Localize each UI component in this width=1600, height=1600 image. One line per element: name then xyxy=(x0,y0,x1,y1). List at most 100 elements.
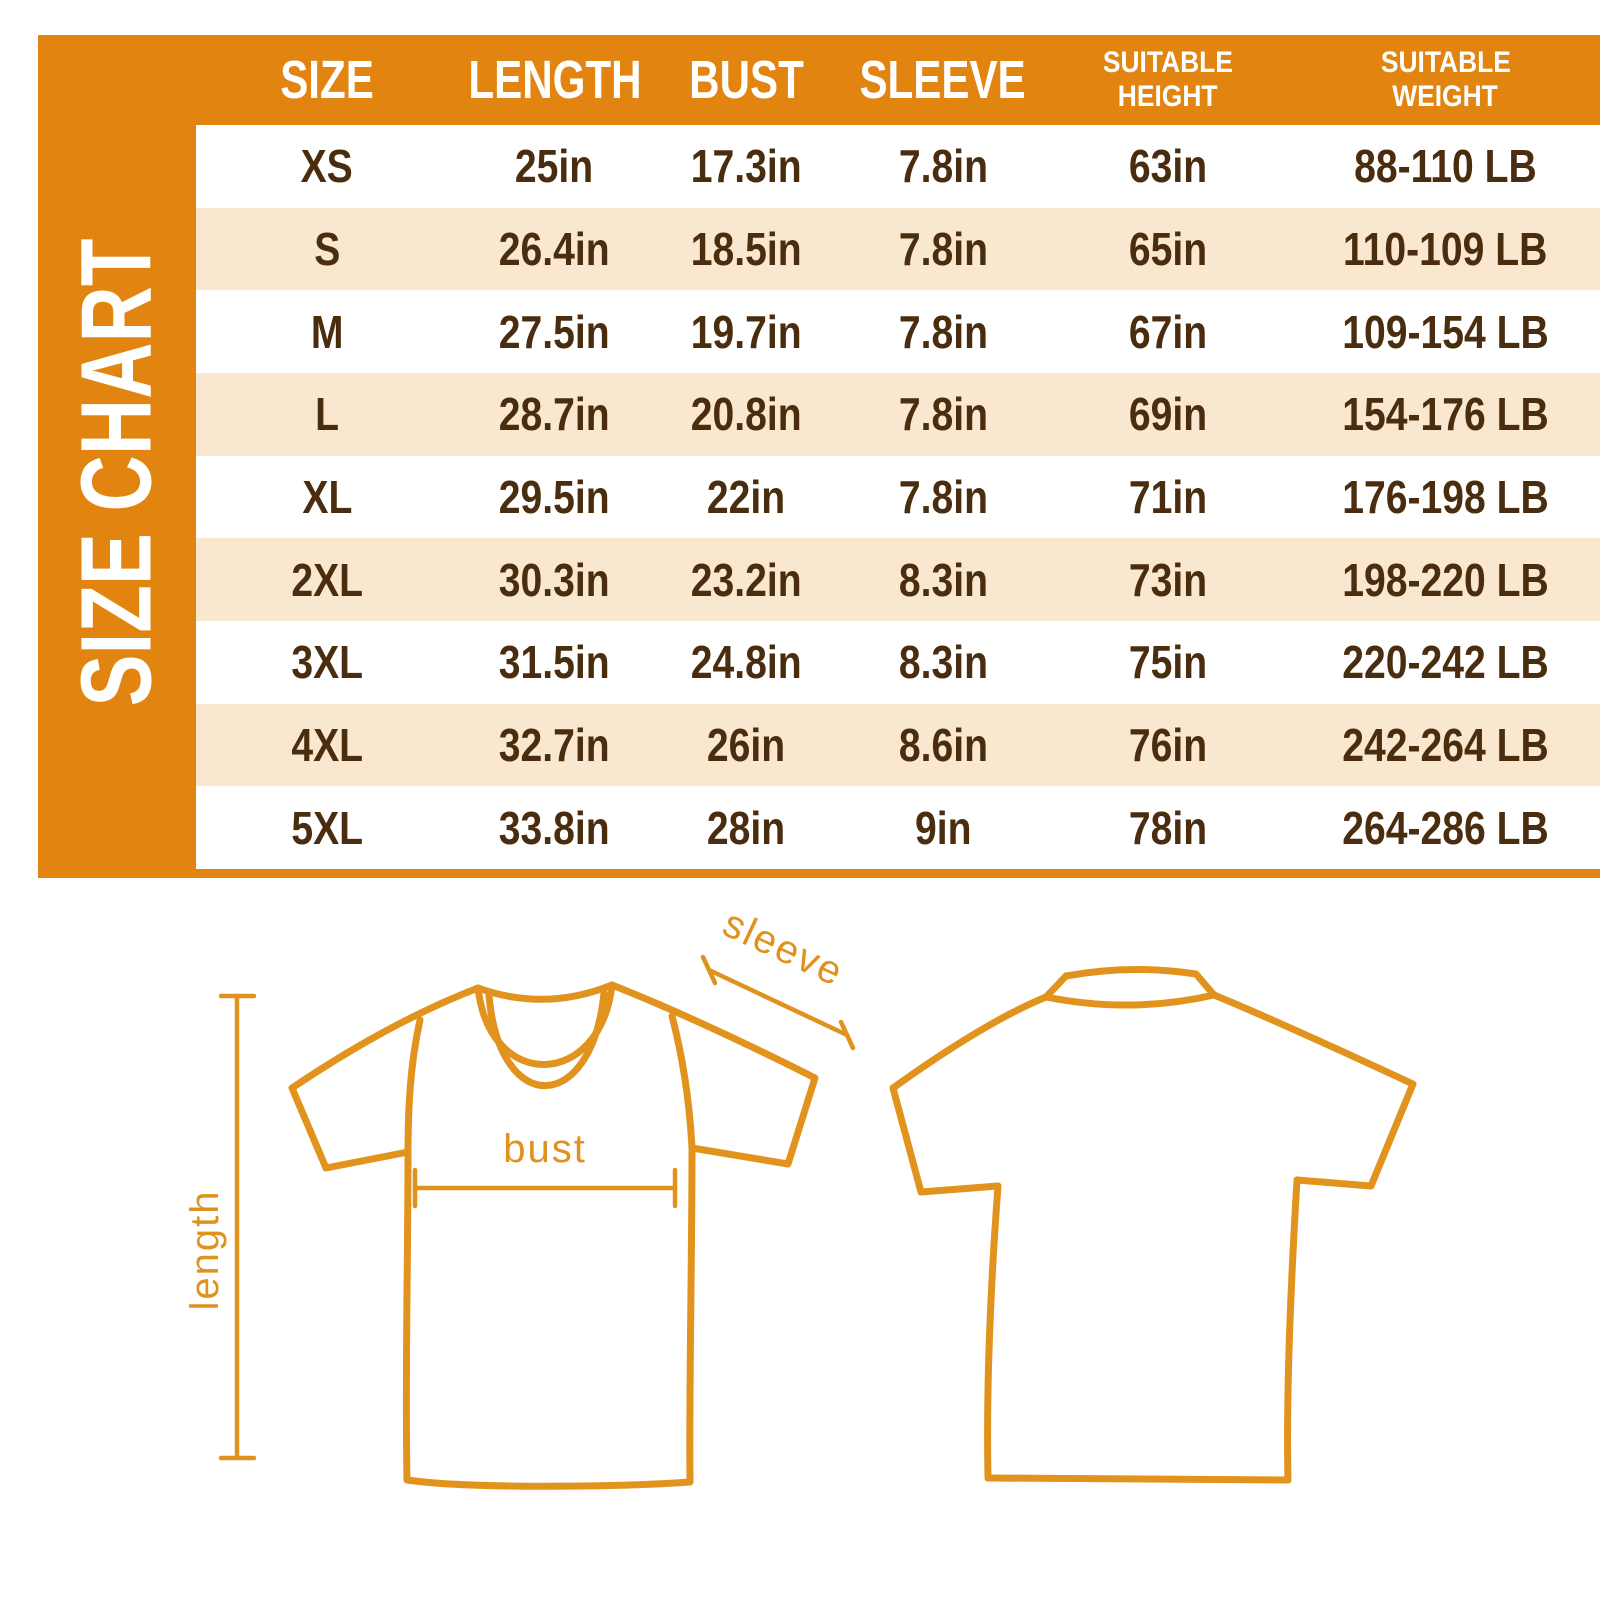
cell-value: 24.8in xyxy=(690,636,802,689)
cell-value: S xyxy=(313,223,341,275)
cell-value: 220-242 LB xyxy=(1342,636,1549,689)
sleeve-measure-line xyxy=(700,954,856,1051)
table-row: 2XL 30.3in 23.2in 8.3in 73in 198-220 LB xyxy=(196,538,1600,622)
cell-length: 25in xyxy=(458,125,651,208)
cell-length: 33.8in xyxy=(458,786,651,869)
cell-length: 31.5in xyxy=(458,621,651,704)
cell-value: 17.3in xyxy=(690,140,802,193)
cell-value: 19.7in xyxy=(690,305,802,358)
cell-bust: 26in xyxy=(651,704,841,787)
cell-height: 63in xyxy=(1045,125,1291,208)
cell-value: 3XL xyxy=(291,636,363,689)
cell-value: 18.5in xyxy=(690,223,802,275)
cell-height: 76in xyxy=(1045,704,1291,787)
cell-value: 27.5in xyxy=(499,305,610,358)
length-label: length xyxy=(183,1190,227,1311)
header-label: BUST xyxy=(688,50,804,110)
header-label: WEIGHT xyxy=(1392,80,1499,113)
table-row: L 28.7in 20.8in 7.8in 69in 154-176 LB xyxy=(196,373,1600,456)
header-label: SUITABLE xyxy=(1102,46,1233,80)
cell-bust: 18.5in xyxy=(651,208,841,291)
cell-sleeve: 8.3in xyxy=(841,621,1045,704)
cell-size: L xyxy=(196,373,458,456)
cell-bust: 22in xyxy=(651,456,841,539)
cell-value: 264-286 LB xyxy=(1342,801,1549,854)
cell-size: XL xyxy=(196,456,458,539)
cell-sleeve: 7.8in xyxy=(841,290,1045,373)
cell-sleeve: 7.8in xyxy=(841,373,1045,456)
cell-size: 5XL xyxy=(196,786,458,869)
cell-value: 176-198 LB xyxy=(1342,471,1549,524)
cell-value: 7.8in xyxy=(898,388,988,441)
measurement-diagram: length bust sleeve xyxy=(183,901,1417,1490)
cell-bust: 20.8in xyxy=(651,373,841,456)
cell-length: 28.7in xyxy=(458,373,651,456)
cell-value: 7.8in xyxy=(898,471,988,524)
cell-weight: 88-110 LB xyxy=(1291,125,1600,208)
length-measure-line xyxy=(218,993,257,1461)
cell-value: 109-154 LB xyxy=(1342,305,1549,358)
size-chart-table: SIZE LENGTH BUST SLEEVE SUITABLE HEIGHT SUITAB… xyxy=(38,35,1600,878)
cell-weight: 109-154 LB xyxy=(1291,290,1600,373)
cell-weight: 198-220 LB xyxy=(1291,538,1600,621)
cell-size: 4XL xyxy=(196,704,458,787)
cell-length: 26.4in xyxy=(458,208,651,291)
cell-value: 69in xyxy=(1128,388,1208,441)
cell-size: 2XL xyxy=(196,538,458,621)
bust-label: bust xyxy=(503,1127,587,1171)
vertical-title: SIZE CHART xyxy=(60,238,173,706)
cell-value: 7.8in xyxy=(898,305,988,358)
cell-sleeve: 7.8in xyxy=(841,456,1045,539)
cell-value: 33.8in xyxy=(499,801,610,854)
rows-area: XS 25in 17.3in 7.8in 63in 88-110 LB S 26.4in 18.… xyxy=(196,125,1600,870)
cell-size: 3XL xyxy=(196,621,458,704)
header-label: SLEEVE xyxy=(859,50,1027,110)
cell-value: 26in xyxy=(706,719,786,772)
cell-value: XS xyxy=(300,140,354,193)
header-cell-length: LENGTH xyxy=(458,35,651,125)
cell-bust: 28in xyxy=(651,786,841,869)
header-cell-size: SIZE xyxy=(196,35,458,125)
cell-value: 26.4in xyxy=(499,223,610,275)
cell-sleeve: 8.6in xyxy=(841,704,1045,787)
cell-value: 7.8in xyxy=(898,140,988,193)
cell-bust: 19.7in xyxy=(651,290,841,373)
table-row: M 27.5in 19.7in 7.8in 67in 109-154 LB xyxy=(196,290,1600,374)
table-row: 4XL 32.7in 26in 8.6in 76in 242-264 LB xyxy=(196,703,1600,787)
cell-weight: 176-198 LB xyxy=(1291,456,1600,539)
cell-sleeve: 7.8in xyxy=(841,125,1045,208)
cell-value: 78in xyxy=(1128,801,1208,854)
bust-measure-line xyxy=(412,1167,678,1209)
cell-value: 2XL xyxy=(291,553,363,606)
cell-value: 76in xyxy=(1128,719,1208,772)
cell-value: 73in xyxy=(1128,553,1208,606)
cell-value: 25in xyxy=(515,140,594,193)
cell-weight: 264-286 LB xyxy=(1291,786,1600,869)
cell-value: 31.5in xyxy=(499,636,610,689)
front-shirt-drawing xyxy=(288,981,819,1490)
cell-value: 63in xyxy=(1128,140,1208,193)
cell-height: 73in xyxy=(1045,538,1291,621)
cell-value: 29.5in xyxy=(499,471,610,524)
vertical-title-band: SIZE CHART xyxy=(38,125,196,869)
cell-value: 88-110 LB xyxy=(1354,140,1537,193)
cell-value: 9in xyxy=(914,801,972,854)
cell-value: 71in xyxy=(1128,471,1208,524)
cell-value: 4XL xyxy=(291,719,363,772)
cell-value: 67in xyxy=(1128,305,1208,358)
cell-height: 78in xyxy=(1045,786,1291,869)
cell-weight: 110-109 LB xyxy=(1291,208,1600,291)
cell-height: 71in xyxy=(1045,456,1291,539)
cell-height: 65in xyxy=(1045,208,1291,291)
cell-value: XL xyxy=(302,471,352,524)
header-cell-sleeve: SLEEVE xyxy=(841,35,1045,125)
back-shirt-drawing xyxy=(889,965,1417,1484)
header-cell-bust: BUST xyxy=(651,35,841,125)
cell-value: 22in xyxy=(706,471,786,524)
table-row: XS 25in 17.3in 7.8in 63in 88-110 LB xyxy=(196,125,1600,208)
cell-size: XS xyxy=(196,125,458,208)
cell-size: M xyxy=(196,290,458,373)
cell-value: L xyxy=(315,388,339,441)
cell-weight: 220-242 LB xyxy=(1291,621,1600,704)
